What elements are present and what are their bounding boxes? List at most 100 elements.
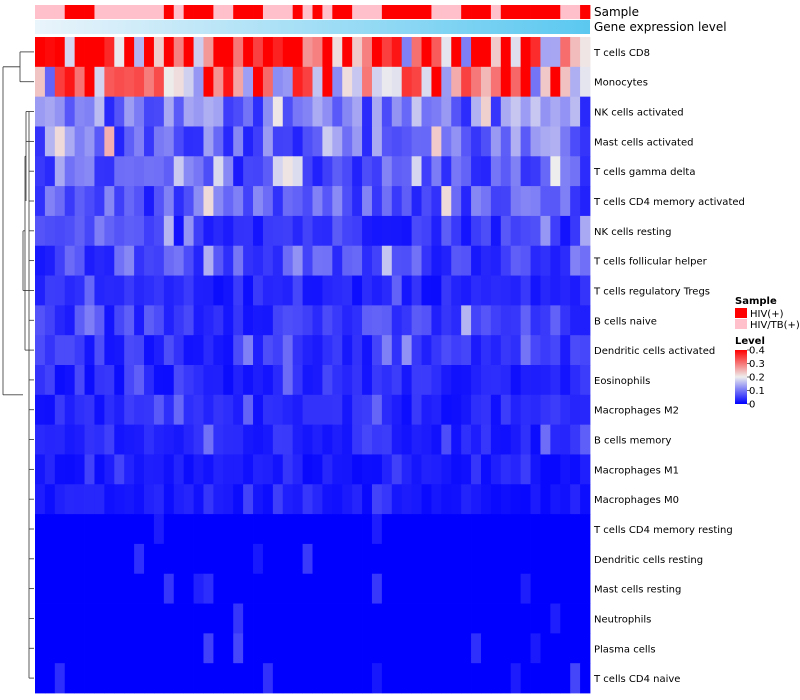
heatmap-cell: [173, 245, 185, 276]
heatmap-cell: [480, 66, 492, 98]
heatmap-cell: [560, 543, 571, 575]
heatmap-cell: [144, 603, 155, 634]
heatmap-cell: [441, 484, 452, 515]
heatmap-cell: [550, 66, 561, 98]
heatmap-cell: [193, 37, 204, 68]
heatmap-cell: [35, 543, 46, 575]
heatmap-cell: [104, 37, 115, 68]
heatmap-cell: [391, 66, 403, 98]
heatmap-cell: [570, 454, 581, 485]
heatmap-cell: [352, 37, 363, 68]
heatmap-cell: [243, 424, 254, 455]
heatmap-cell: [134, 305, 145, 336]
heatmap-cell: [550, 275, 561, 306]
heatmap-cell: [153, 365, 165, 396]
heatmap-cell: [183, 603, 194, 634]
heatmap-cell: [153, 633, 165, 664]
heatmap-cell: [282, 484, 294, 515]
row-label: Dendritic cells activated: [594, 346, 715, 357]
heatmap-cell: [223, 663, 234, 694]
heatmap-cell: [520, 514, 531, 545]
heatmap-cell: [480, 186, 492, 217]
heatmap-cell: [302, 663, 313, 694]
heatmap-cell: [272, 514, 284, 545]
heatmap-cell: [153, 543, 165, 575]
heatmap-cell: [540, 156, 551, 187]
heatmap-cell: [530, 245, 541, 276]
heatmap-cell: [134, 66, 145, 98]
heatmap-cell: [104, 245, 115, 276]
heatmap-cell: [371, 186, 383, 217]
heatmap-cell: [332, 484, 343, 515]
heatmap-cell: [44, 603, 56, 634]
heatmap-cell: [451, 543, 462, 575]
heatmap-cell: [223, 633, 234, 664]
heatmap-cell: [253, 394, 264, 426]
heatmap-cell: [223, 305, 234, 336]
heatmap-cell: [471, 543, 482, 575]
heatmap-cell: [550, 633, 561, 664]
heatmap-cell: [223, 573, 234, 604]
heatmap-cell: [64, 275, 76, 306]
heatmap-cell: [560, 365, 571, 396]
heatmap-cell: [480, 573, 492, 604]
heatmap-cell: [163, 275, 175, 306]
heatmap-cell: [451, 186, 462, 217]
heatmap-cell: [144, 424, 155, 455]
heatmap-cell: [272, 37, 284, 68]
heatmap-cell: [233, 186, 244, 217]
heatmap-cell: [35, 663, 46, 694]
sample-cell: [84, 5, 95, 19]
heatmap-cell: [44, 633, 56, 664]
sample-cell: [272, 5, 284, 19]
heatmap-cell: [282, 424, 294, 455]
heatmap-cell: [104, 305, 115, 336]
heatmap-cell: [530, 66, 541, 98]
heatmap-cell: [124, 633, 135, 664]
heatmap-cell: [302, 633, 313, 664]
heatmap-cell: [471, 245, 482, 276]
heatmap-cell: [153, 66, 165, 98]
heatmap-cell: [431, 305, 442, 336]
gene-expression-level-track: [35, 20, 590, 34]
heatmap-cell: [342, 96, 353, 127]
heatmap-cell: [391, 484, 403, 515]
heatmap-cell: [193, 514, 204, 545]
heatmap-cell: [243, 186, 254, 217]
heatmap-cell: [431, 156, 442, 187]
heatmap-cell: [124, 275, 135, 306]
heatmap-cell: [500, 245, 512, 276]
heatmap-cell: [94, 633, 105, 664]
heatmap-cell: [471, 573, 482, 604]
heatmap-cell: [401, 126, 413, 157]
level-legend: Level 0.4 0.3 0.2 0.1 0: [735, 336, 765, 411]
heatmap-cell: [411, 66, 422, 98]
heatmap-cell: [441, 186, 452, 217]
heatmap-cell: [94, 66, 105, 98]
heatmap-cell: [530, 305, 541, 336]
heatmap-cell: [64, 245, 76, 276]
heatmap-cell: [282, 514, 294, 545]
heatmap-cell: [134, 424, 145, 455]
row-label: Mast cells resting: [594, 585, 681, 596]
row-label: Monocytes: [594, 78, 648, 89]
heatmap-cell: [124, 573, 135, 604]
heatmap-cell: [163, 215, 175, 247]
heatmap-cell: [441, 275, 452, 306]
heatmap-cell: [461, 245, 472, 276]
heatmap-cell: [540, 424, 551, 455]
heatmap-cell: [104, 335, 115, 366]
heatmap-cell: [342, 663, 353, 694]
heatmap-cell: [54, 514, 66, 545]
heatmap-cell: [114, 275, 125, 306]
heatmap-cell: [54, 633, 66, 664]
heatmap-cell: [322, 663, 333, 694]
heatmap-cell: [411, 484, 422, 515]
heatmap-cell: [322, 543, 333, 575]
heatmap-cell: [411, 424, 422, 455]
heatmap-cell: [272, 603, 284, 634]
heatmap-cell: [391, 603, 403, 634]
heatmap-cell: [134, 126, 145, 157]
row-label: B cells naive: [594, 316, 657, 327]
heatmap-cell: [84, 365, 95, 396]
